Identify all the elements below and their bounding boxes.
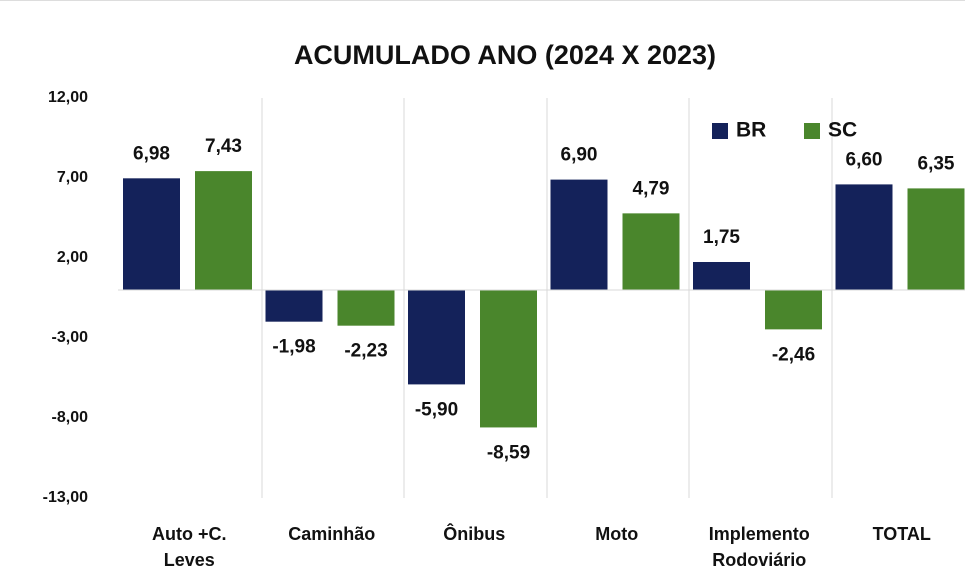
bar — [622, 213, 680, 290]
category-separators — [261, 98, 833, 498]
data-label: 6,90 — [561, 145, 598, 166]
x-tick-label: Moto — [595, 524, 639, 544]
legend-label: BR — [736, 119, 766, 142]
bar — [195, 171, 252, 290]
y-tick-label: 7,00 — [57, 169, 88, 186]
legend-label: SC — [828, 119, 857, 142]
x-tick-label: Auto +C. Leves — [152, 524, 227, 570]
y-tick-label: 2,00 — [57, 249, 88, 266]
x-tick-label: Implemento Rodoviário — [708, 524, 810, 570]
data-label: -2,46 — [772, 344, 815, 365]
y-tick-label: -3,00 — [52, 329, 89, 346]
bar — [265, 290, 323, 322]
x-tick-label: Ônibus — [443, 524, 506, 544]
bar — [907, 188, 965, 290]
data-label: -1,98 — [272, 337, 315, 358]
y-tick-label: -13,00 — [43, 489, 88, 506]
bar — [408, 290, 465, 385]
legend-swatch — [804, 123, 820, 139]
data-label: -2,23 — [344, 341, 387, 362]
data-label: 1,75 — [703, 227, 740, 248]
bar — [337, 290, 395, 326]
data-label: 7,43 — [205, 136, 242, 157]
data-label: -5,90 — [415, 399, 458, 420]
bar — [765, 290, 822, 330]
data-label: 6,35 — [918, 153, 955, 174]
data-label: 6,98 — [133, 143, 170, 164]
x-tick-label: Caminhão — [288, 524, 376, 544]
y-tick-label: -8,00 — [52, 409, 89, 426]
data-label: 6,60 — [846, 149, 883, 170]
bar — [550, 179, 608, 290]
data-label: -8,59 — [487, 442, 530, 463]
bar — [480, 290, 537, 428]
y-tick-label: 12,00 — [48, 89, 88, 106]
x-tick-label: TOTAL — [872, 524, 931, 544]
legend-swatch — [712, 123, 728, 139]
bar — [123, 178, 180, 290]
data-label: 4,79 — [633, 178, 670, 199]
chart-title: ACUMULADO ANO (2024 X 2023) — [294, 40, 716, 70]
bar — [693, 262, 750, 290]
bar — [835, 184, 893, 290]
